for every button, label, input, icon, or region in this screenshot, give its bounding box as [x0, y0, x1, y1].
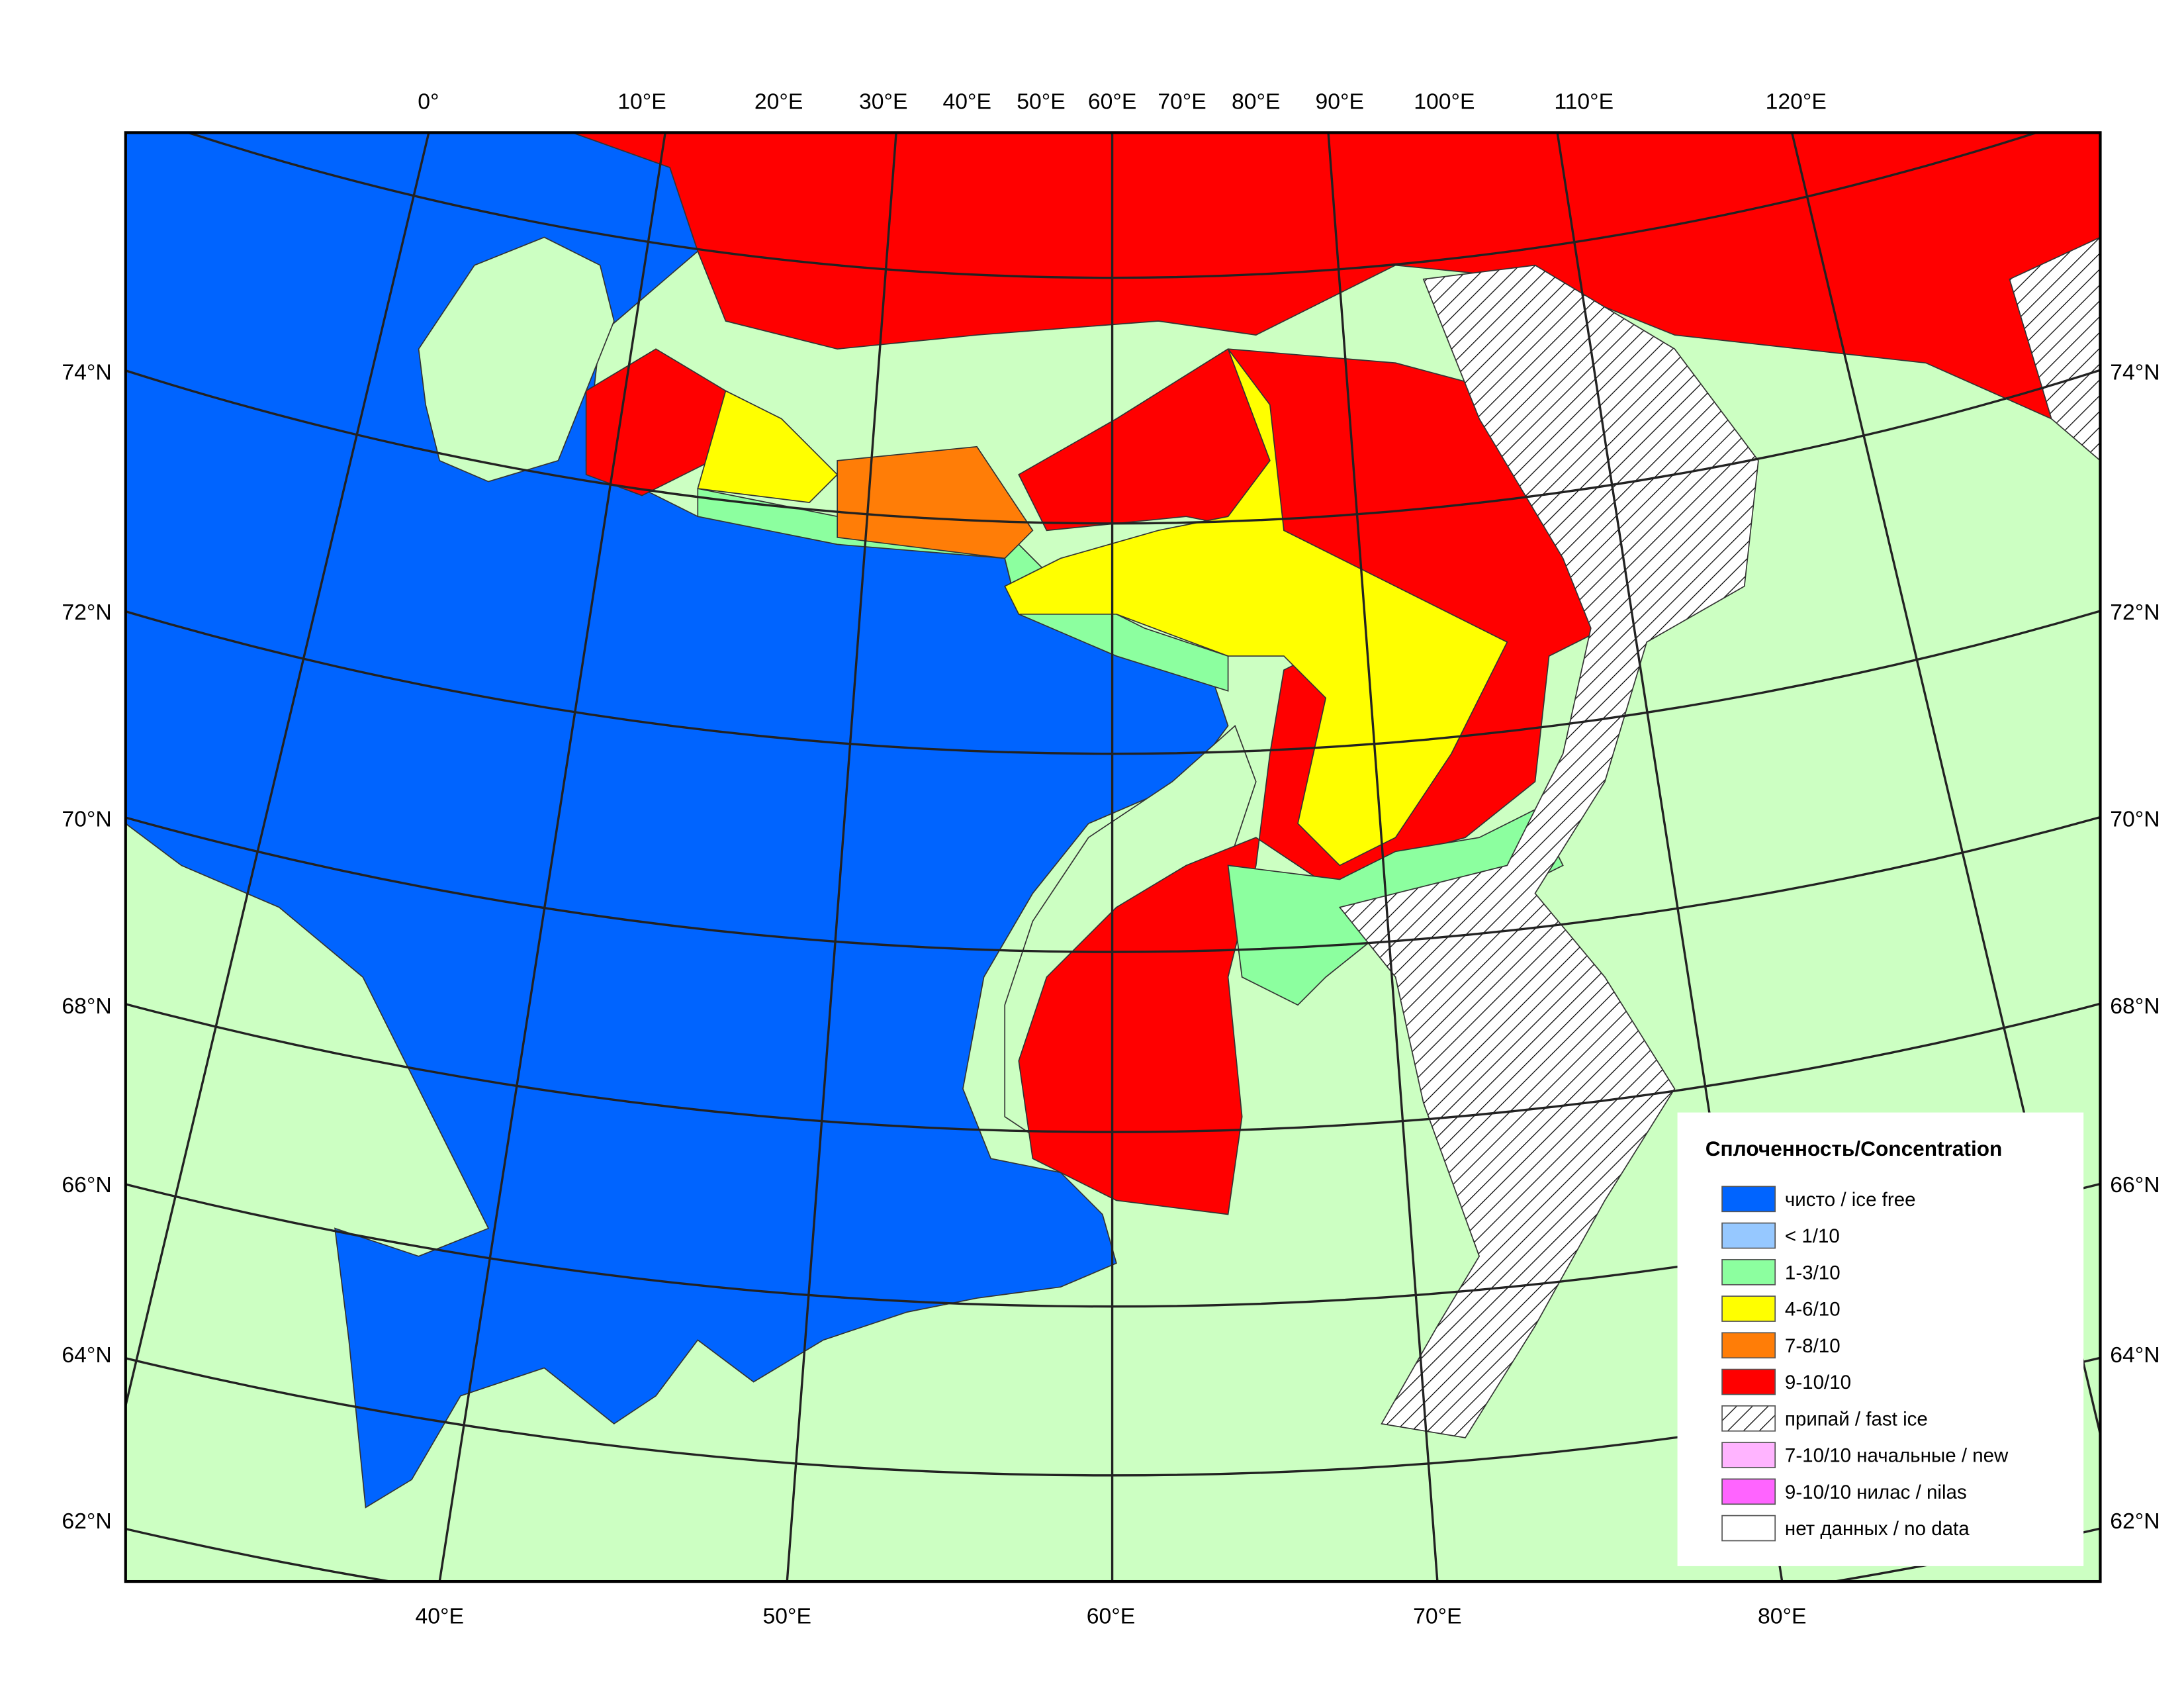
top-longitude-label: 40°E	[943, 89, 991, 114]
legend-swatch	[1721, 1515, 1776, 1542]
coordinate-labels: 0° 10°E 20°E 30°E 40°E 50°E 60°E 70°E 80°E 90°E 10…	[62, 89, 2160, 1628]
top-longitude-label: 120°E	[1766, 89, 1827, 114]
legend-swatch	[1721, 1405, 1776, 1432]
top-longitude-label: 60°E	[1088, 89, 1136, 114]
legend-label: 1-3/10	[1785, 1262, 1841, 1284]
top-longitude-label: 80°E	[1232, 89, 1280, 114]
right-latitude-label: 66°N	[2110, 1172, 2160, 1197]
left-latitude-label: 62°N	[62, 1509, 111, 1534]
legend-swatch	[1721, 1478, 1776, 1505]
legend-label: нет данных / no data	[1785, 1518, 1970, 1540]
top-longitude-label: 20°E	[754, 89, 803, 114]
bottom-longitude-label: 40°E	[415, 1603, 463, 1628]
legend-label: чисто / ice free	[1785, 1189, 1916, 1211]
legend-swatch	[1721, 1332, 1776, 1359]
right-latitude-label: 72°N	[2110, 600, 2160, 625]
bottom-longitude-label: 80°E	[1758, 1603, 1806, 1628]
top-longitude-label: 0°	[418, 89, 439, 114]
top-longitude-label: 70°E	[1158, 89, 1206, 114]
legend-swatch	[1721, 1186, 1776, 1213]
bottom-longitude-label: 60°E	[1087, 1603, 1135, 1628]
bottom-longitude-label: 50°E	[763, 1603, 811, 1628]
map-frame	[124, 131, 2102, 1583]
left-latitude-label: 68°N	[62, 994, 111, 1019]
map-body	[125, 132, 2101, 1582]
top-longitude-label: 100°E	[1414, 89, 1475, 114]
legend-swatch	[1721, 1295, 1776, 1322]
right-latitude-label: 70°N	[2110, 806, 2160, 831]
top-longitude-label: 90°E	[1316, 89, 1364, 114]
left-latitude-label: 74°N	[62, 360, 111, 385]
legend-title: Сплоченность/Concentration	[1706, 1137, 2003, 1160]
legend-swatch	[1721, 1222, 1776, 1249]
legend: Сплоченность/Concentration чисто / ice f…	[1677, 1112, 2084, 1566]
bottom-longitude-label: 70°E	[1413, 1603, 1461, 1628]
ice-4-6-barents	[697, 390, 839, 504]
legend-label: припай / fast ice	[1785, 1408, 1928, 1430]
legend-label: < 1/10	[1785, 1225, 1840, 1247]
fast-ice-east	[2009, 236, 2101, 461]
legend-swatch	[1721, 1368, 1776, 1395]
legend-label: 4-6/10	[1785, 1299, 1841, 1321]
ice-7-8-barents	[837, 445, 1034, 559]
legend-label: 7-10/10 начальные / new	[1785, 1445, 2009, 1467]
top-longitude-label: 50°E	[1017, 89, 1065, 114]
legend-swatch	[1721, 1442, 1776, 1468]
top-longitude-label: 10°E	[617, 89, 666, 114]
left-latitude-label: 64°N	[62, 1342, 111, 1368]
top-longitude-label: 110°E	[1554, 89, 1614, 114]
fast-ice-kara	[1338, 264, 1759, 1438]
legend-swatch	[1721, 1259, 1776, 1286]
right-latitude-label: 62°N	[2110, 1509, 2160, 1534]
ice-4-6-kara	[1004, 348, 1508, 867]
left-latitude-label: 72°N	[62, 600, 111, 625]
legend-label: 9-10/10 нилас / nilas	[1785, 1481, 1967, 1503]
legend-label: 7-8/10	[1785, 1335, 1841, 1357]
graticule	[125, 132, 2101, 1582]
left-latitude-label: 66°N	[62, 1172, 111, 1197]
top-longitude-label: 30°E	[859, 89, 907, 114]
right-latitude-label: 74°N	[2110, 360, 2160, 385]
legend-label: 9-10/10	[1785, 1372, 1851, 1393]
right-latitude-label: 68°N	[2110, 994, 2160, 1019]
right-latitude-label: 64°N	[2110, 1342, 2160, 1368]
left-latitude-label: 70°N	[62, 806, 111, 831]
